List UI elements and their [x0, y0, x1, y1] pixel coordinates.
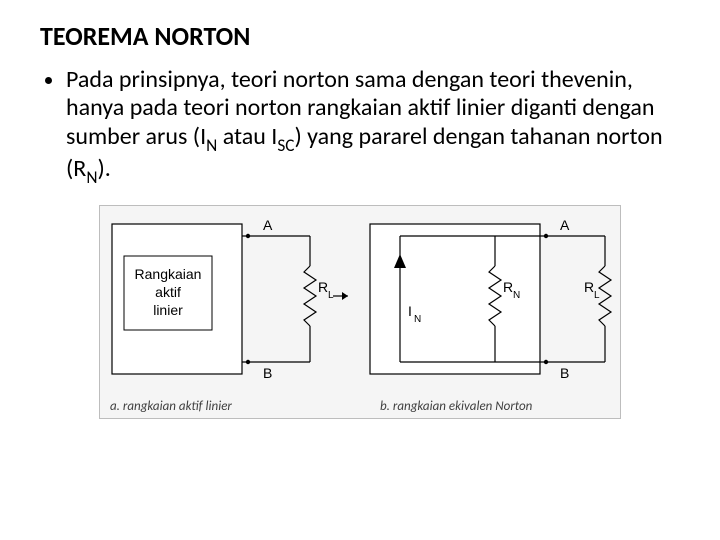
in-label: I [408, 303, 412, 319]
rn-label: R [503, 279, 513, 295]
rn-sub: N [513, 290, 520, 301]
caption-a: a. rangkaian aktif linier [100, 399, 350, 414]
bullet-text-mid1: atau I [217, 122, 277, 151]
right-rl-sub: L [594, 290, 600, 301]
left-node-b: B [263, 365, 272, 381]
bullet-1: Pada prinsipnya, teori norton sama denga… [66, 66, 680, 187]
left-rl: R [318, 279, 328, 295]
slide: TEOREMA NORTON Pada prinsipnya, teori no… [0, 0, 720, 540]
body-list: Pada prinsipnya, teori norton sama denga… [40, 66, 680, 187]
figure-container: Rangkaian aktif linier A B R L [40, 205, 680, 419]
box-text-1: Rangkaian [135, 266, 202, 282]
norton-diagram: Rangkaian aktif linier A B R L [99, 205, 621, 419]
right-node-a: A [560, 217, 570, 233]
right-node-b: B [560, 365, 569, 381]
box-text-2: aktif [155, 284, 181, 300]
right-rl: R [584, 279, 594, 295]
bullet-sub-isc: SC [277, 135, 294, 156]
box-text-3: linier [153, 302, 183, 318]
left-node-a: A [263, 217, 273, 233]
in-sub: N [414, 314, 421, 325]
diagram-svg: Rangkaian aktif linier A B R L [100, 206, 620, 396]
caption-b: b. rangkaian ekivalen Norton [350, 399, 532, 414]
slide-title: TEOREMA NORTON [40, 20, 680, 52]
bullet-sub-rn: N [86, 167, 97, 188]
bullet-text-suffix: ). [97, 154, 110, 183]
caption-row: a. rangkaian aktif linier b. rangkaian e… [100, 399, 620, 414]
bullet-sub-in: N [206, 135, 217, 156]
